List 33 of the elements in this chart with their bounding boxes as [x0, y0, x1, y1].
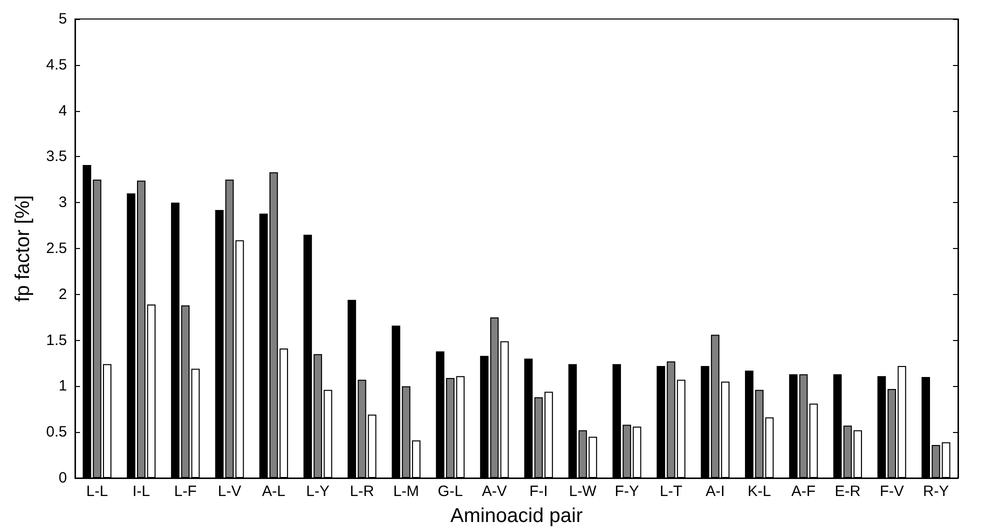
y-tick-label: 3.5 — [46, 148, 67, 166]
x-tick-label: L-Y — [306, 483, 330, 500]
y-tick-label: 2 — [58, 286, 67, 303]
x-tick-label: L-W — [568, 483, 598, 500]
y-tick-label: 4.5 — [46, 56, 67, 74]
y-tick-label: 2.5 — [46, 240, 67, 257]
x-tick-label: F-V — [880, 483, 904, 500]
y-tick-label: 4 — [58, 102, 67, 120]
x-axis-title: Aminoacid pair — [450, 505, 583, 527]
y-axis-title: fp factor [%] — [12, 195, 34, 302]
x-tick-label: L-R — [350, 483, 374, 500]
x-tick-label: A-L — [262, 483, 286, 500]
x-tick-label: G-L — [438, 483, 463, 500]
x-tick-label: L-V — [218, 483, 242, 500]
y-tick-label: 1 — [58, 378, 67, 395]
y-tick-label: 3 — [58, 194, 67, 212]
x-tick-label: K-L — [748, 483, 771, 500]
y-tick-label: 1.5 — [46, 332, 67, 349]
x-tick-label: L-F — [174, 483, 197, 500]
x-tick-label: L-T — [660, 483, 682, 500]
x-tick-label: F-I — [529, 483, 548, 500]
x-tick-label: A-F — [791, 483, 816, 500]
y-tick-label: 0 — [58, 470, 67, 486]
x-tick-label: L-M — [393, 483, 420, 500]
y-tick-label: 0.5 — [46, 424, 67, 441]
x-tick-label: L-L — [86, 483, 108, 500]
y-tick-label: 5 — [58, 10, 67, 28]
x-tick-label: I-L — [132, 483, 150, 500]
x-tick-label: A-I — [706, 483, 725, 500]
x-tick-label: F-Y — [614, 483, 639, 500]
x-tick-label: A-V — [482, 483, 507, 500]
x-tick-label: R-Y — [923, 483, 949, 500]
x-tick-label: E-R — [834, 483, 861, 500]
